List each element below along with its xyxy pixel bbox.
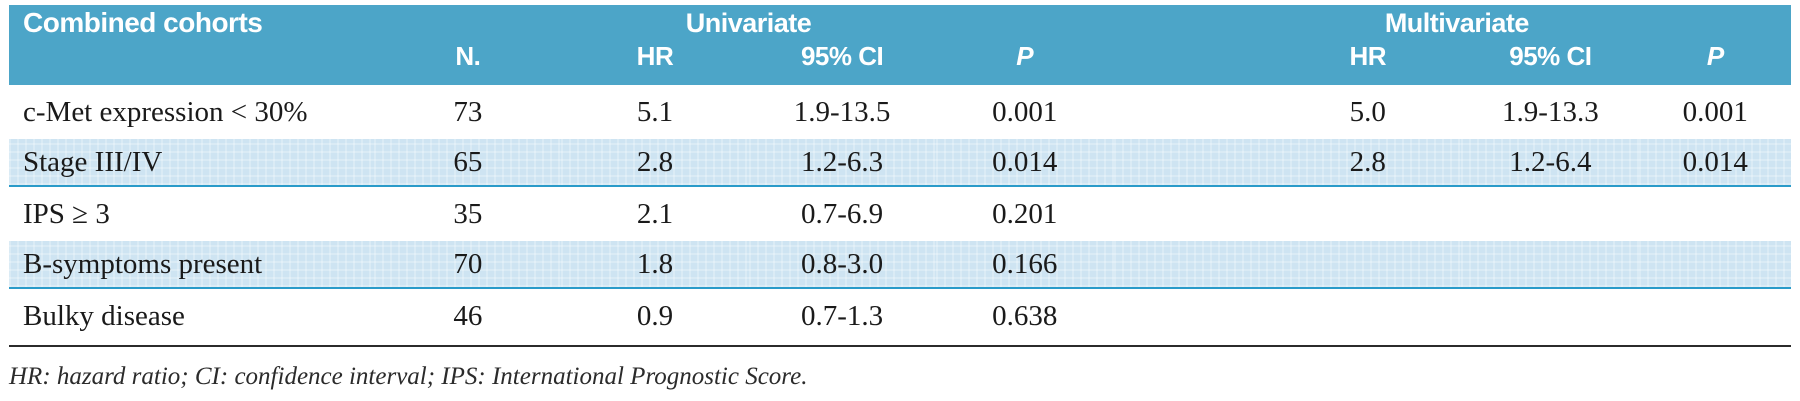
col-header-n: N. [374,41,562,85]
table-header: Combined cohorts Univariate Multivariate… [9,5,1791,85]
cell-uni-ci: 0.8-3.0 [748,241,936,289]
cell-n: 73 [453,95,483,128]
cell-multi-ci: 1.9-13.3 [1502,95,1599,128]
cell-spacer [1113,241,1275,289]
cell-multi-ci: 1.2-6.4 [1461,139,1640,187]
row-label: Bulky disease [23,299,185,332]
group-header-row: Combined cohorts Univariate Multivariate [9,5,1791,41]
cell-spacer [1114,288,1274,343]
cell-uni-p: 0.166 [935,241,1114,289]
header-spacer [1113,5,1275,41]
cell-uni-ci: 1.2-6.3 [748,139,936,187]
col-header-uni-p: P [935,41,1114,85]
header-spacer [374,5,562,41]
cell-uni-hr: 5.1 [636,95,674,128]
cell-multi-p [1639,288,1791,343]
cell-multi-hr [1274,241,1462,289]
cell-multi-ci [1461,186,1639,241]
cell-n: 46 [453,299,483,332]
row-label: B-symptoms present [9,241,375,289]
col-header-multi-p: P [1639,41,1791,85]
cell-spacer [1113,139,1275,187]
cell-spacer [1114,85,1274,139]
cell-multi-p: 0.001 [1682,95,1748,128]
cell-uni-hr: 2.1 [636,197,674,230]
table-body: c-Met expression < 30% 73 5.1 1.9-13.5 0… [9,85,1791,343]
cell-multi-p [1639,241,1791,289]
table-row: Stage III/IV 65 2.8 1.2-6.3 0.014 2.8 1.… [9,139,1791,187]
row-label: c-Met expression < 30% [23,95,308,128]
cell-multi-hr: 2.8 [1274,139,1462,187]
cell-multi-hr: 5.0 [1349,95,1386,128]
bottom-rule [9,345,1791,347]
header-spacer [935,5,1114,41]
row-label: Stage III/IV [9,139,375,187]
table-row: B-symptoms present 70 1.8 0.8-3.0 0.166 [9,241,1791,289]
cell-spacer [1114,186,1274,241]
table-row: c-Met expression < 30% 73 5.1 1.9-13.5 0… [9,85,1791,139]
col-header-multi-hr: HR [1274,41,1462,85]
cell-multi-hr [1274,186,1461,241]
header-spacer [1639,5,1791,41]
group-header-multivariate: Multivariate [1274,5,1640,41]
sub-header-row: N. HR 95% CI P HR 95% CI P [9,41,1791,85]
hazard-ratio-table: Combined cohorts Univariate Multivariate… [9,5,1791,343]
table-row: Bulky disease 46 0.9 0.7-1.3 0.638 [9,288,1791,343]
cell-uni-p: 0.001 [992,95,1058,128]
table-footnote: HR: hazard ratio; CI: confidence interva… [9,363,808,390]
cell-n: 35 [453,197,483,230]
table-row: IPS ≥ 3 35 2.1 0.7-6.9 0.201 [9,186,1791,241]
cell-multi-ci [1461,288,1639,343]
cell-uni-hr: 1.8 [561,241,749,289]
cell-uni-ci: 0.7-6.9 [800,197,884,230]
cell-multi-p [1639,186,1791,241]
group-header-univariate: Univariate [561,5,936,41]
cell-multi-p: 0.014 [1639,139,1791,187]
header-spacer [1113,41,1275,85]
cell-uni-hr: 2.8 [561,139,749,187]
cell-n: 70 [374,241,562,289]
cell-uni-p: 0.638 [992,299,1058,332]
cell-uni-hr: 0.9 [636,299,674,332]
col-header-uni-hr: HR [561,41,749,85]
cell-multi-ci [1461,241,1640,289]
col-header-uni-ci: 95% CI [748,41,936,85]
row-label: IPS ≥ 3 [23,197,110,230]
cell-n: 65 [374,139,562,187]
cell-uni-ci: 0.7-1.3 [800,299,884,332]
cell-uni-p: 0.014 [935,139,1114,187]
header-spacer [9,41,375,85]
col-header-multi-ci: 95% CI [1461,41,1640,85]
cell-uni-p: 0.201 [992,197,1058,230]
corner-title: Combined cohorts [9,5,375,41]
cell-multi-hr [1274,288,1461,343]
cell-uni-ci: 1.9-13.5 [793,95,891,128]
